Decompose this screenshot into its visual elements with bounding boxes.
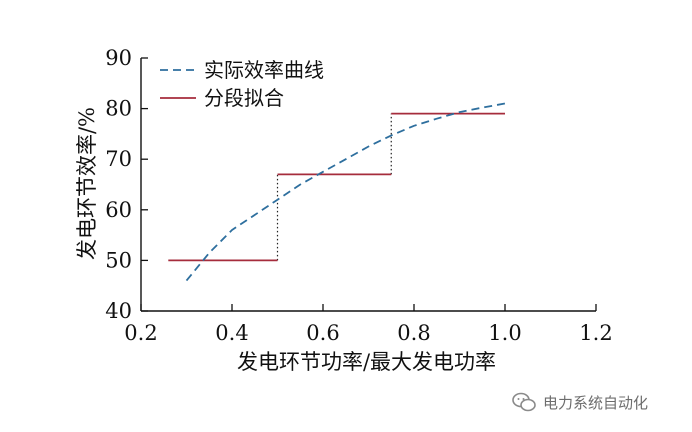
y-tick-label: 40 [105, 299, 132, 323]
watermark: 电力系统自动化 [511, 388, 648, 416]
x-tick-label: 1.0 [488, 321, 521, 345]
x-tick-label: 0.8 [397, 321, 430, 345]
x-axis-title: 发电环节功率/最大发电功率 [237, 350, 496, 374]
wechat-icon [512, 392, 536, 412]
x-tick-label: 0.6 [306, 321, 339, 345]
y-axis-title: 发电环节效率/% [75, 107, 99, 260]
legend-label-curve: 实际效率曲线 [204, 58, 324, 82]
x-tick-label: 0.4 [215, 321, 248, 345]
y-tick-label: 80 [105, 97, 132, 121]
efficiency-curve-line [185, 102, 506, 282]
x-tick-label: 1.2 [579, 321, 612, 345]
y-tick-label: 50 [105, 248, 132, 272]
legend-label-fit: 分段拟合 [204, 86, 284, 110]
y-tick-label: 90 [105, 46, 132, 70]
y-tick-label: 60 [105, 198, 132, 222]
y-tick-label: 70 [105, 147, 132, 171]
watermark-text: 电力系统自动化 [543, 393, 649, 412]
x-tick-label: 0.2 [124, 321, 157, 345]
